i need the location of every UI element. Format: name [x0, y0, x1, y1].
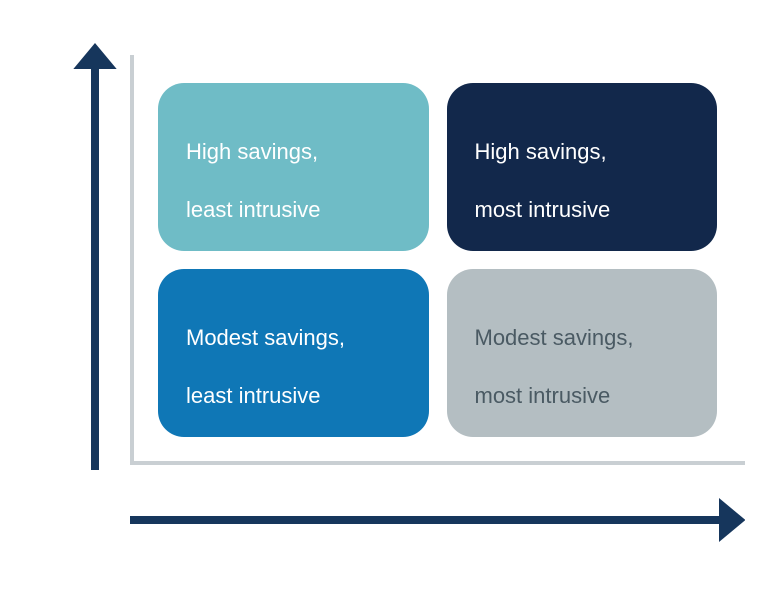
quadrant-label: Modest savings, least intrusive: [186, 296, 345, 410]
quadrant-label-line1: High savings,: [475, 139, 607, 164]
arrow-shaft: [91, 58, 99, 470]
arrow-right-icon: [719, 498, 745, 542]
quadrant-label-line1: Modest savings,: [475, 325, 634, 350]
quadrant-bottom-left: Modest savings, least intrusive: [158, 269, 429, 437]
quadrant-label-line2: most intrusive: [475, 197, 611, 222]
arrow-up-icon: [73, 43, 117, 69]
quadrant-label: High savings, most intrusive: [475, 110, 611, 224]
quadrant-top-left: High savings, least intrusive: [158, 83, 429, 251]
quadrant-label: High savings, least intrusive: [186, 110, 321, 224]
quadrant-label: Modest savings, most intrusive: [475, 296, 634, 410]
arrow-shaft: [130, 516, 732, 524]
quadrant-label-line2: least intrusive: [186, 383, 321, 408]
quadrant-label-line1: Modest savings,: [186, 325, 345, 350]
quadrant-label-line1: High savings,: [186, 139, 318, 164]
quadrant-bottom-right: Modest savings, most intrusive: [447, 269, 718, 437]
quadrant-top-right: High savings, most intrusive: [447, 83, 718, 251]
quadrant-label-line2: least intrusive: [186, 197, 321, 222]
quadrant-label-line2: most intrusive: [475, 383, 611, 408]
quadrant-diagram: High savings, least intrusive High savin…: [0, 0, 768, 609]
